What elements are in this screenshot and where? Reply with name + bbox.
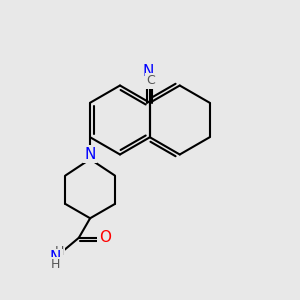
Text: N: N [84, 147, 96, 161]
Text: O: O [99, 230, 111, 245]
Text: C: C [146, 74, 155, 87]
Text: N: N [143, 64, 154, 80]
Text: H: H [51, 258, 60, 271]
Text: H: H [55, 245, 64, 258]
Text: N: N [50, 250, 61, 265]
